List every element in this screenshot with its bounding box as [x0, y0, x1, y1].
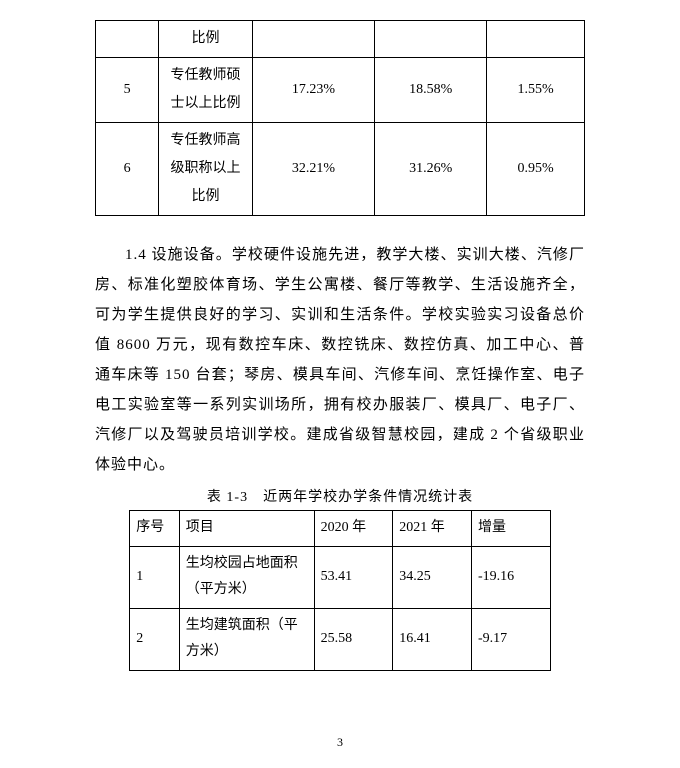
table-row: 比例 [96, 21, 585, 58]
table-header-row: 序号 项目 2020 年 2021 年 增量 [130, 511, 550, 547]
col-delta: 增量 [471, 511, 550, 547]
cell-delta: -19.16 [471, 546, 550, 608]
cell-delta: -9.17 [471, 608, 550, 670]
cell-seq [96, 21, 159, 58]
table-2: 序号 项目 2020 年 2021 年 增量 1 生均校园占地面积（平方米） 5… [129, 510, 550, 671]
cell-item: 比例 [159, 21, 253, 58]
col-seq: 序号 [130, 511, 179, 547]
cell-item: 生均校园占地面积（平方米） [179, 546, 314, 608]
col-2021: 2021 年 [393, 511, 472, 547]
page-number: 3 [0, 735, 680, 750]
cell-2020: 17.23% [252, 58, 374, 123]
col-2020: 2020 年 [314, 511, 393, 547]
page-content: 比例 5 专任教师硕士以上比例 17.23% 18.58% 1.55% 6 专任… [0, 0, 680, 671]
cell-2020: 32.21% [252, 123, 374, 216]
cell-item: 专任教师高级职称以上比例 [159, 123, 253, 216]
table-2-caption: 表 1-3 近两年学校办学条件情况统计表 [95, 486, 585, 506]
cell-2021: 18.58% [375, 58, 487, 123]
cell-seq: 6 [96, 123, 159, 216]
cell-2020 [252, 21, 374, 58]
cell-delta: 0.95% [487, 123, 585, 216]
table-row: 6 专任教师高级职称以上比例 32.21% 31.26% 0.95% [96, 123, 585, 216]
cell-2020: 53.41 [314, 546, 393, 608]
cell-2021 [375, 21, 487, 58]
cell-seq: 5 [96, 58, 159, 123]
cell-seq: 2 [130, 608, 179, 670]
table-1: 比例 5 专任教师硕士以上比例 17.23% 18.58% 1.55% 6 专任… [95, 20, 585, 216]
cell-2021: 34.25 [393, 546, 472, 608]
cell-2020: 25.58 [314, 608, 393, 670]
cell-item: 专任教师硕士以上比例 [159, 58, 253, 123]
cell-2021: 16.41 [393, 608, 472, 670]
table-row: 1 生均校园占地面积（平方米） 53.41 34.25 -19.16 [130, 546, 550, 608]
cell-delta [487, 21, 585, 58]
cell-delta: 1.55% [487, 58, 585, 123]
cell-item: 生均建筑面积（平方米） [179, 608, 314, 670]
col-item: 项目 [179, 511, 314, 547]
cell-seq: 1 [130, 546, 179, 608]
body-paragraph: 1.4 设施设备。学校硬件设施先进，教学大楼、实训大楼、汽修厂房、标准化塑胶体育… [95, 240, 585, 480]
table-row: 2 生均建筑面积（平方米） 25.58 16.41 -9.17 [130, 608, 550, 670]
cell-2021: 31.26% [375, 123, 487, 216]
table-row: 5 专任教师硕士以上比例 17.23% 18.58% 1.55% [96, 58, 585, 123]
